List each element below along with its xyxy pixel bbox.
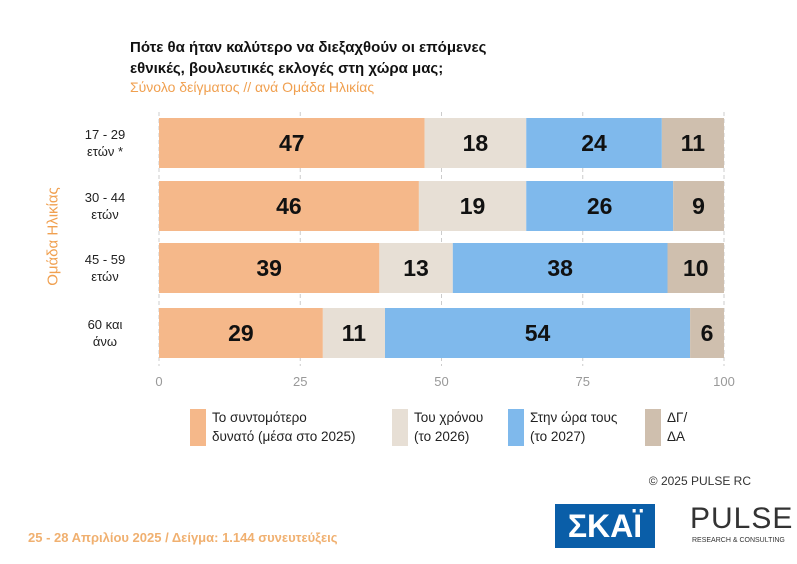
copyright: © 2025 PULSE RC bbox=[648, 474, 751, 488]
value-label: 24 bbox=[581, 130, 607, 156]
value-label: 11 bbox=[342, 320, 367, 346]
footer: 25 - 28 Απριλίου 2025 / Δείγμα: 1.144 συ… bbox=[28, 530, 338, 545]
bar-segment bbox=[418, 181, 527, 231]
value-label: 47 bbox=[279, 130, 305, 156]
y-tick-label: 30 - 44 ετών bbox=[84, 190, 126, 222]
legend-swatch bbox=[645, 409, 661, 446]
value-label: 38 bbox=[547, 255, 573, 281]
bar-segment bbox=[159, 308, 323, 358]
chart-title: Πότε θα ήταν καλύτερο να διεξαχθούν οι ε… bbox=[130, 39, 487, 77]
value-label: 6 bbox=[701, 320, 714, 346]
bar-segment bbox=[690, 308, 724, 358]
bar-segment bbox=[526, 118, 662, 168]
bar-segment bbox=[452, 243, 668, 293]
bar-segment bbox=[673, 181, 724, 231]
value-label: 18 bbox=[463, 130, 489, 156]
y-tick-label: 45 - 59 ετών bbox=[84, 252, 126, 284]
y-axis-label: Ομάδα Ηλικίας bbox=[44, 187, 62, 286]
legend-label: ΔΓ/ ΔΑ bbox=[667, 410, 688, 444]
value-label: 54 bbox=[525, 320, 551, 346]
x-tick-label: 25 bbox=[293, 374, 307, 389]
bar-segment bbox=[526, 181, 674, 231]
legend-swatch bbox=[190, 409, 206, 446]
value-label: 46 bbox=[276, 193, 302, 219]
y-tick-label: 17 - 29 ετών * bbox=[84, 127, 126, 159]
value-label: 11 bbox=[681, 130, 706, 156]
legend-swatch bbox=[508, 409, 524, 446]
value-label: 26 bbox=[587, 193, 613, 219]
x-tick-label: 50 bbox=[434, 374, 448, 389]
logo-pulse-sub: RESEARCH & CONSULTING bbox=[692, 537, 785, 544]
bar-segment bbox=[424, 118, 527, 168]
bar-segment bbox=[661, 118, 724, 168]
value-label: 29 bbox=[228, 320, 254, 346]
value-label: 9 bbox=[692, 193, 705, 219]
x-tick-label: 0 bbox=[155, 374, 162, 389]
bar-segment bbox=[379, 243, 453, 293]
y-tick-label: 60 και άνω bbox=[87, 317, 123, 349]
x-tick-label: 100 bbox=[713, 374, 735, 389]
value-label: 19 bbox=[460, 193, 486, 219]
bar-segment bbox=[159, 118, 425, 168]
x-tick-label: 75 bbox=[576, 374, 590, 389]
legend-label: Το συντομότερο δυνατό (μέσα στο 2025) bbox=[212, 410, 356, 444]
legend-label: Του χρόνου (το 2026) bbox=[414, 410, 484, 444]
legend-swatch bbox=[392, 409, 408, 446]
bar-segment bbox=[322, 308, 385, 358]
logo-skai: ΣΚΑΪ bbox=[555, 504, 655, 548]
bar-segment bbox=[159, 181, 419, 231]
value-label: 10 bbox=[683, 255, 709, 281]
value-label: 13 bbox=[403, 255, 429, 281]
subtitle: Σύνολο δείγματος // ανά Ομάδα Ηλικίας bbox=[130, 79, 375, 95]
legend-label: Στην ώρα τους (το 2027) bbox=[530, 410, 618, 444]
bar-segment bbox=[159, 243, 380, 293]
value-label: 39 bbox=[256, 255, 282, 281]
logo-pulse: PULSE bbox=[690, 502, 794, 535]
bar-segment bbox=[385, 308, 691, 358]
bar-segment bbox=[667, 243, 724, 293]
